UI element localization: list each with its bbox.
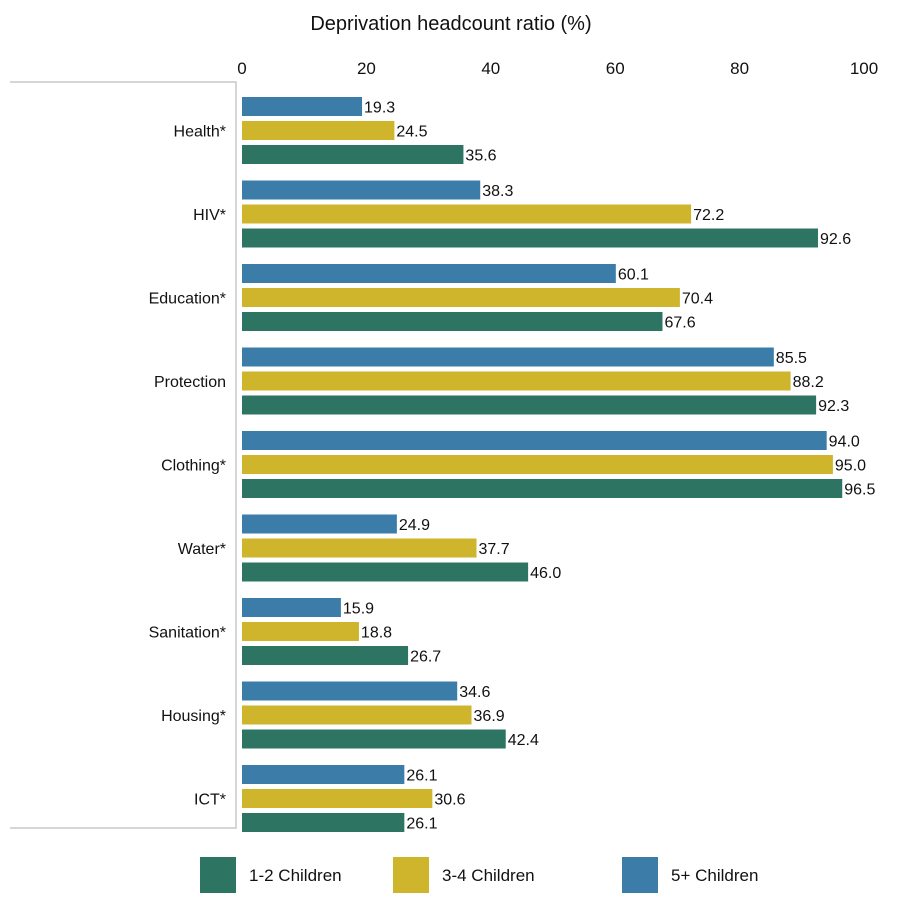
bar [242,514,397,534]
data-label: 35.6 [465,148,496,165]
category-label: ICT* [194,792,226,809]
bar [242,431,827,450]
bar [242,180,481,200]
data-label: 94.0 [829,434,860,451]
x-tick-label: 60 [606,59,625,78]
data-label: 92.6 [820,231,851,248]
data-label: 15.9 [343,601,374,618]
bars-group [242,97,843,832]
data-label: 26.1 [406,768,437,785]
data-label: 67.6 [664,315,695,332]
legend-swatch [200,857,236,893]
bar [242,598,341,617]
bar [242,705,472,725]
bar [242,347,774,367]
legend: 1-2 Children 3-4 Children 5+ Children [200,857,758,893]
legend-swatch [622,857,658,893]
x-tick-label: 80 [730,59,749,78]
bar [242,455,833,474]
chart-title: Deprivation headcount ratio (%) [310,13,591,35]
bar [242,121,395,140]
legend-swatch [393,857,429,893]
bar [242,538,477,558]
data-label: 88.2 [793,374,824,391]
data-label: 24.5 [396,124,427,141]
bar [242,228,818,248]
data-label: 24.9 [399,517,430,534]
x-tick-label: 40 [481,59,500,78]
bar [242,729,506,749]
category-labels: Health* HIV* Education* Protection Clothing*… [149,124,226,809]
data-label: 60.1 [618,267,649,284]
bar [242,312,663,331]
category-label: Health* [174,124,226,141]
bar [242,97,363,116]
bar [242,562,529,582]
data-label: 85.5 [776,350,807,367]
bar [242,622,359,641]
data-label: 92.3 [818,398,849,415]
data-label: 36.9 [474,708,505,725]
bar [242,789,433,808]
data-label: 26.7 [410,649,441,666]
bar [242,813,405,832]
category-label: Protection [154,374,226,391]
data-label: 38.3 [482,183,513,200]
bar [242,145,464,164]
category-axis-frame [10,81,237,829]
data-label: 70.4 [682,291,713,308]
data-label: 30.6 [434,792,465,809]
category-label: Water* [178,541,226,558]
category-label: Sanitation* [149,625,226,642]
category-label: Clothing* [161,458,226,475]
data-label: 34.6 [459,684,490,701]
legend-label: 3-4 Children [442,866,535,885]
data-label: 42.4 [508,732,539,749]
data-label: 46.0 [530,565,561,582]
data-label: 18.8 [361,625,392,642]
category-label: Housing* [161,708,226,725]
data-label: 26.1 [406,816,437,833]
data-label: 37.7 [478,541,509,558]
x-tick-label: 20 [357,59,376,78]
data-label: 96.5 [844,482,875,499]
bar [242,479,843,498]
legend-label: 5+ Children [671,866,758,885]
bar [242,204,692,224]
bar [242,646,409,665]
data-label: 72.2 [693,207,724,224]
data-label: 95.0 [835,458,866,475]
bar [242,765,405,784]
axis-group: 0 20 40 60 80 100 [10,59,878,829]
bar [242,288,680,307]
x-tick-label: 100 [850,59,878,78]
x-tick-label: 0 [237,59,246,78]
bar [242,395,817,415]
value-labels: 19.324.5 35.6 38.3 72.2 92.6 60.1 70.4 67.6 85.5… [343,100,876,833]
bar [242,681,458,701]
category-label: Education* [149,291,226,308]
bar [242,264,616,283]
bar [242,371,791,391]
legend-label: 1-2 Children [249,866,342,885]
data-label: 19.3 [364,100,395,117]
category-label: HIV* [193,207,226,224]
